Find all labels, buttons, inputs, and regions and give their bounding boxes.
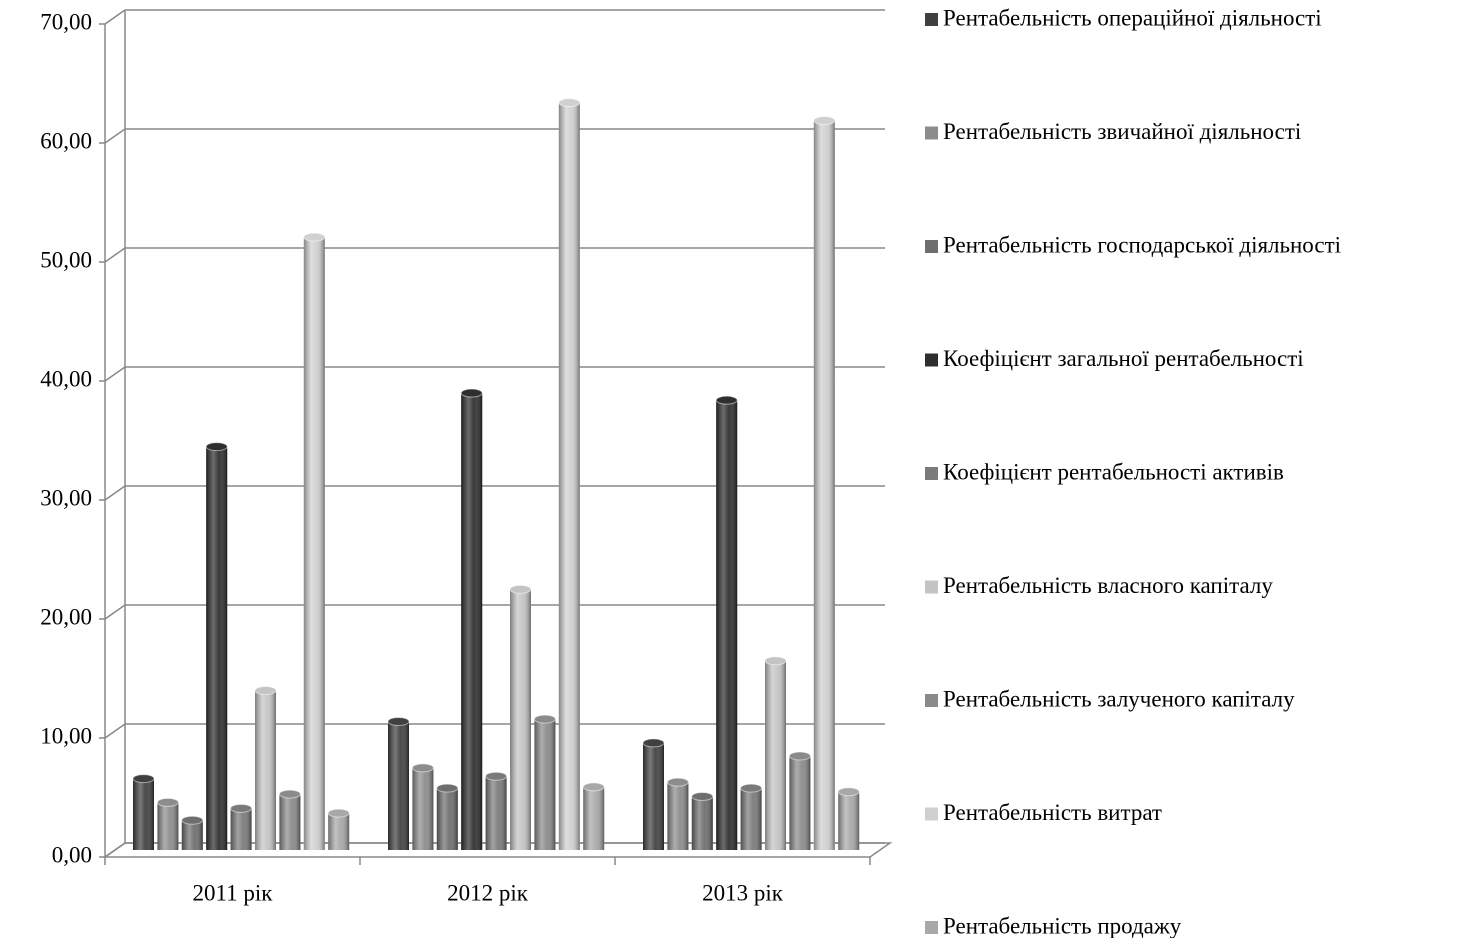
bar-shade xyxy=(740,788,762,850)
bar-top xyxy=(230,803,253,813)
y-tick-label: 20,00 xyxy=(40,604,92,629)
y-tick-label: 10,00 xyxy=(40,723,92,748)
legend-label: Коефіцієнт рентабельності активів xyxy=(943,459,1284,484)
bar-top xyxy=(436,783,459,793)
bar-shade xyxy=(328,813,350,850)
bar-shade xyxy=(206,446,228,850)
bar-top xyxy=(666,777,689,787)
x-tick-label: 2012 рік xyxy=(447,880,529,905)
bar-top xyxy=(558,98,581,108)
grid-line-side xyxy=(104,485,126,501)
legend-swatch xyxy=(925,580,938,594)
bar-top xyxy=(132,774,155,784)
bar-top xyxy=(278,789,301,799)
bar-top xyxy=(485,771,508,781)
bar-shade xyxy=(691,796,713,850)
bar-shade xyxy=(436,788,458,850)
bar-shade xyxy=(461,393,483,850)
bar-top xyxy=(327,808,350,818)
bar-top xyxy=(254,686,277,696)
bar-shade xyxy=(838,791,860,850)
bar-shade xyxy=(157,802,179,850)
legend-swatch xyxy=(925,467,938,480)
bar-top xyxy=(764,656,787,666)
y-tick-label: 40,00 xyxy=(40,366,92,391)
bar-top xyxy=(691,791,714,801)
bar-shade xyxy=(667,782,689,850)
bar-top xyxy=(509,584,532,594)
bar-top xyxy=(460,388,483,398)
y-tick-label: 60,00 xyxy=(40,128,92,153)
legend-swatch xyxy=(925,126,938,140)
grid-line-side xyxy=(104,128,126,144)
bar-shade xyxy=(765,660,786,850)
bar-shade xyxy=(534,719,556,850)
y-tick-label: 70,00 xyxy=(40,9,92,34)
bar-top xyxy=(837,787,860,797)
legend-swatch xyxy=(925,353,938,367)
bar-top xyxy=(303,232,326,242)
bar-top xyxy=(740,783,763,793)
legend-swatch xyxy=(925,240,938,253)
bar-shade xyxy=(388,721,409,850)
legend-label: Рентабельність операційної діяльності xyxy=(943,5,1322,30)
bar-top xyxy=(582,782,605,792)
legend-label: Рентабельність звичайної діяльності xyxy=(943,119,1301,144)
grid-line-side xyxy=(104,366,126,382)
bar-shade xyxy=(789,755,811,850)
bar-shade xyxy=(510,589,531,850)
bar-shade xyxy=(583,786,605,850)
y-tick-label: 30,00 xyxy=(40,485,92,510)
grid-line-side xyxy=(104,9,126,25)
bar-top xyxy=(642,738,665,748)
bar-top xyxy=(813,116,836,126)
legend-swatch xyxy=(925,807,938,821)
bar-shade xyxy=(279,794,301,850)
legend-swatch xyxy=(925,13,938,26)
bar-shade xyxy=(558,102,580,851)
bar-shade xyxy=(716,400,738,850)
bar-shade xyxy=(181,820,203,850)
legend-swatch xyxy=(925,694,938,707)
bar-top xyxy=(205,442,228,452)
bar-top xyxy=(533,714,556,724)
x-tick-label: 2013 рік xyxy=(702,880,784,905)
y-tick-label: 50,00 xyxy=(40,247,92,272)
legend-swatch xyxy=(925,921,938,934)
legend-label: Рентабельність продажу xyxy=(943,913,1182,938)
bar-top xyxy=(387,716,410,726)
y-tick-label: 0,00 xyxy=(52,842,92,867)
x-tick-label: 2011 рік xyxy=(193,880,274,905)
bar-top xyxy=(181,815,204,825)
legend-label: Коефіцієнт загальної рентабельності xyxy=(943,346,1304,371)
bar-top xyxy=(788,751,811,761)
bar-shade xyxy=(485,776,507,850)
legend-label: Рентабельність витрат xyxy=(943,800,1162,825)
grid-line-side xyxy=(104,723,126,739)
grid-line-side xyxy=(104,247,126,263)
bar-shade xyxy=(303,237,325,850)
legend-label: Рентабельність залученого капіталу xyxy=(943,686,1295,711)
bar-shade xyxy=(133,778,154,850)
bar-top xyxy=(715,395,738,405)
bar-shade xyxy=(643,742,664,850)
bar-top xyxy=(156,797,179,807)
legend-label: Рентабельність власного капіталу xyxy=(943,573,1273,598)
bar-shade xyxy=(230,808,252,850)
grid-line-side xyxy=(104,604,126,620)
bar-shade xyxy=(813,120,835,850)
legend-label: Рентабельність господарської діяльності xyxy=(943,232,1341,257)
bar-shade xyxy=(412,767,434,850)
bar-top xyxy=(411,763,434,773)
bar-shade xyxy=(255,690,276,850)
